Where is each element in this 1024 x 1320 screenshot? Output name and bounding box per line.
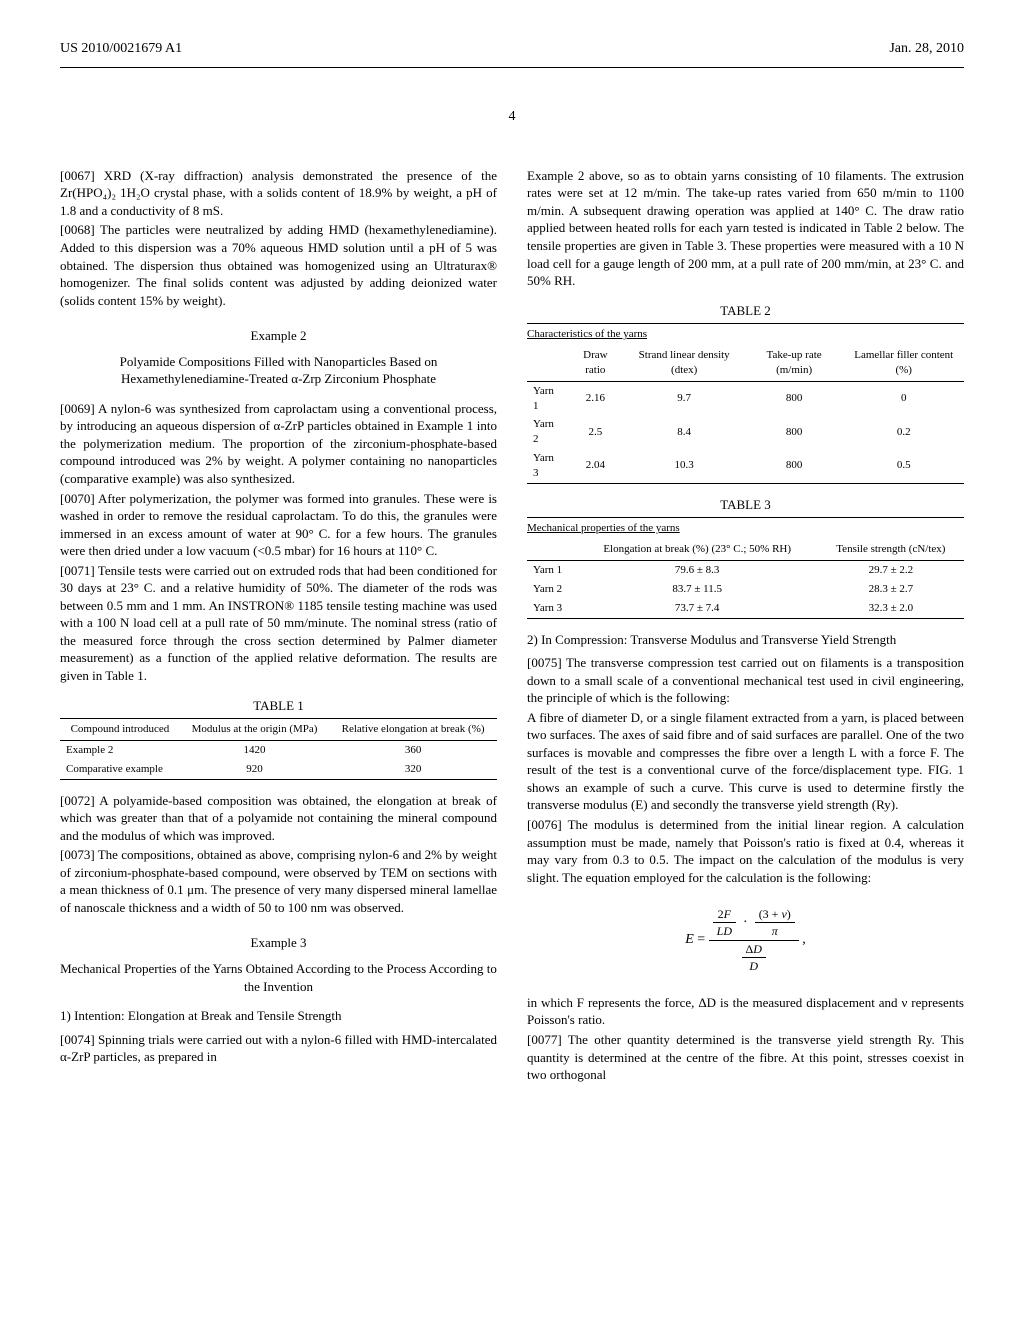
- table2-r0c3: 800: [745, 381, 844, 415]
- table2-r0c1: 2.16: [567, 381, 624, 415]
- table2-h4: Lamellar filler content (%): [843, 345, 964, 381]
- table2-r1c4: 0.2: [843, 415, 964, 449]
- table1-r1c1: 920: [180, 760, 329, 779]
- paragraph-cont: Example 2 above, so as to obtain yarns c…: [527, 167, 964, 290]
- content-columns: [0067] XRD (X-ray diffraction) analysis …: [60, 167, 964, 1086]
- table3-r1c1: 83.7 ± 11.5: [577, 580, 818, 599]
- table2-r2c3: 800: [745, 449, 844, 483]
- table1-h2: Relative elongation at break (%): [329, 719, 497, 741]
- table1-h0: Compound introduced: [60, 719, 180, 741]
- paragraph-0067: [0067] XRD (X-ray diffraction) analysis …: [60, 167, 497, 220]
- table3-r2c1: 73.7 ± 7.4: [577, 599, 818, 618]
- table1-r0c2: 360: [329, 740, 497, 759]
- table2-h0: [527, 345, 567, 381]
- table2-h2: Strand linear density (dtex): [624, 345, 745, 381]
- table2-caption: Characteristics of the yarns: [527, 324, 964, 345]
- paragraph-0077: [0077] The other quantity determined is …: [527, 1031, 964, 1084]
- table2-r1c1: 2.5: [567, 415, 624, 449]
- table3-r0c2: 29.7 ± 2.2: [818, 560, 964, 579]
- table2-r1c2: 8.4: [624, 415, 745, 449]
- example3-label: Example 3: [60, 934, 497, 952]
- section2-heading: 2) In Compression: Transverse Modulus an…: [527, 631, 964, 649]
- table3-label: TABLE 3: [527, 496, 964, 514]
- right-column: Example 2 above, so as to obtain yarns c…: [527, 167, 964, 1086]
- paragraph-0070: [0070] After polymerization, the polymer…: [60, 490, 497, 560]
- table2: Characteristics of the yarns Draw ratio …: [527, 323, 964, 484]
- table1-r1c2: 320: [329, 760, 497, 779]
- table1-h1: Modulus at the origin (MPa): [180, 719, 329, 741]
- table3-h2: Tensile strength (cN/tex): [818, 539, 964, 560]
- header-right: Jan. 28, 2010: [889, 40, 964, 59]
- paragraph-0074: [0074] Spinning trials were carried out …: [60, 1031, 497, 1066]
- table2-label: TABLE 2: [527, 302, 964, 320]
- table3-h0: [527, 539, 577, 560]
- table2-r1c3: 800: [745, 415, 844, 449]
- equation-modulus: E = 2F LD · (3 + ν) π ΔD D: [527, 906, 964, 974]
- table1-r0c1: 1420: [180, 740, 329, 759]
- paragraph-fibre: A fibre of diameter D, or a single filam…: [527, 709, 964, 814]
- paragraph-0073: [0073] The compositions, obtained as abo…: [60, 846, 497, 916]
- table3-r0c0: Yarn 1: [527, 560, 577, 579]
- section1-heading: 1) Intention: Elongation at Break and Te…: [60, 1007, 497, 1025]
- table2-r2c4: 0.5: [843, 449, 964, 483]
- paragraph-0075: [0075] The transverse compression test c…: [527, 654, 964, 707]
- paragraph-0071: [0071] Tensile tests were carried out on…: [60, 562, 497, 685]
- table1: Compound introduced Modulus at the origi…: [60, 718, 497, 780]
- table3-r0c1: 79.6 ± 8.3: [577, 560, 818, 579]
- page-header: US 2010/0021679 A1 Jan. 28, 2010: [60, 40, 964, 59]
- paragraph-eq-after: in which F represents the force, ΔD is t…: [527, 994, 964, 1029]
- paragraph-0072: [0072] A polyamide-based composition was…: [60, 792, 497, 845]
- table2-h3: Take-up rate (m/min): [745, 345, 844, 381]
- example2-title: Polyamide Compositions Filled with Nanop…: [60, 353, 497, 388]
- table3-caption: Mechanical properties of the yarns: [527, 518, 964, 539]
- header-rule: [60, 67, 964, 68]
- table2-r0c4: 0: [843, 381, 964, 415]
- table2-r0c2: 9.7: [624, 381, 745, 415]
- table3-r1c0: Yarn 2: [527, 580, 577, 599]
- table2-r2c0: Yarn 3: [527, 449, 567, 483]
- table3-r2c2: 32.3 ± 2.0: [818, 599, 964, 618]
- example3-title: Mechanical Properties of the Yarns Obtai…: [60, 960, 497, 995]
- table1-r1c0: Comparative example: [60, 760, 180, 779]
- table3: Mechanical properties of the yarns Elong…: [527, 517, 964, 618]
- table2-h1: Draw ratio: [567, 345, 624, 381]
- paragraph-0069: [0069] A nylon-6 was synthesized from ca…: [60, 400, 497, 488]
- table3-r2c0: Yarn 3: [527, 599, 577, 618]
- page-number: 4: [60, 108, 964, 127]
- table2-r2c1: 2.04: [567, 449, 624, 483]
- paragraph-0068: [0068] The particles were neutralized by…: [60, 221, 497, 309]
- table3-h1: Elongation at break (%) (23° C.; 50% RH): [577, 539, 818, 560]
- paragraph-0076: [0076] The modulus is determined from th…: [527, 816, 964, 886]
- table2-r0c0: Yarn 1: [527, 381, 567, 415]
- table2-r1c0: Yarn 2: [527, 415, 567, 449]
- table1-r0c0: Example 2: [60, 740, 180, 759]
- left-column: [0067] XRD (X-ray diffraction) analysis …: [60, 167, 497, 1086]
- table2-r2c2: 10.3: [624, 449, 745, 483]
- table3-r1c2: 28.3 ± 2.7: [818, 580, 964, 599]
- header-left: US 2010/0021679 A1: [60, 40, 182, 59]
- example2-label: Example 2: [60, 327, 497, 345]
- table1-label: TABLE 1: [60, 697, 497, 715]
